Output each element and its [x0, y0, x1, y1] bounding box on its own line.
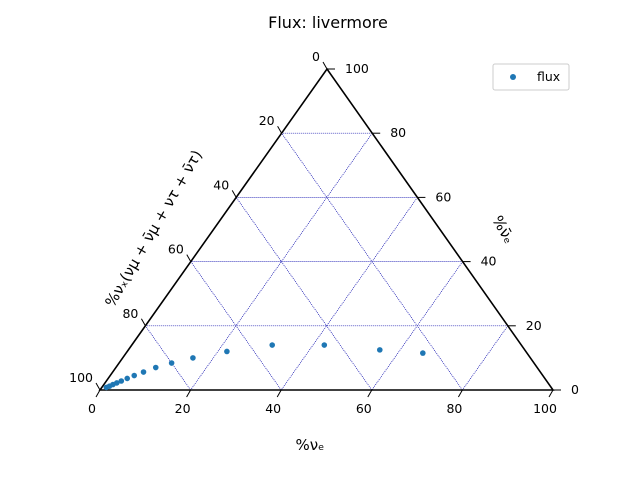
- bottom-tick-80: [457, 389, 463, 398]
- left-tick-label-20: 20: [259, 113, 275, 128]
- right-tick-label-40: 40: [481, 254, 497, 269]
- left-tick-label-60: 60: [168, 242, 184, 257]
- bottom-tick-label-100: 100: [533, 401, 557, 416]
- bottom-tick-label-60: 60: [356, 401, 372, 416]
- left-tick-label-0: 0: [312, 49, 320, 64]
- left-tick-100: [95, 382, 101, 391]
- left-tick-label-40: 40: [213, 177, 229, 192]
- data-point-0-10: [190, 355, 196, 361]
- data-point-0-3: [113, 380, 120, 386]
- triangle-outline: [98, 67, 555, 391]
- bottom-tick-label-20: 20: [175, 401, 191, 416]
- data-point-0-12: [269, 342, 276, 348]
- data-point-0-13: [321, 342, 328, 348]
- bottom-tick-40: [276, 389, 282, 398]
- grid-line-nux-20: [281, 132, 463, 391]
- right-tick-label-60: 60: [435, 189, 451, 204]
- scatter-points: [103, 342, 426, 391]
- chart-title: Flux: livermore: [268, 13, 388, 32]
- grid-line-nue-60: [371, 261, 463, 391]
- left-tick-label-100: 100: [69, 370, 93, 385]
- left-tick-20: [277, 125, 283, 134]
- data-point-0-4: [118, 378, 125, 384]
- grid-line-nux-60: [190, 261, 282, 391]
- bottom-tick-label-80: 80: [446, 401, 462, 416]
- legend-marker: [510, 74, 516, 80]
- legend-box: [492, 63, 570, 91]
- data-point-0-8: [152, 364, 159, 371]
- left-tick-0: [322, 61, 328, 70]
- left-tick-40: [231, 190, 237, 198]
- legend-label-flux: flux: [537, 69, 560, 84]
- bottom-tick-label-40: 40: [265, 401, 281, 416]
- data-point-0-11: [224, 348, 230, 355]
- axis-ticks: 0 20 40 60 80 100 0 20 40 60 80 100 0 20 40 60 80 100: [69, 49, 579, 416]
- grid-line-nux-40: [235, 197, 373, 391]
- data-point-0-5: [124, 375, 130, 382]
- bottom-tick-60: [367, 389, 373, 398]
- left-tick-60: [186, 254, 192, 262]
- data-point-0-7: [140, 369, 147, 375]
- right-tick-label-20: 20: [526, 318, 542, 333]
- data-point-0-9: [168, 360, 175, 366]
- right-tick-label-0: 0: [571, 382, 579, 397]
- data-point-0-15: [420, 350, 426, 356]
- grid-line-nue-20: [190, 132, 373, 391]
- left-tick-80: [140, 318, 146, 327]
- triangle-frame: [98, 67, 555, 391]
- bottom-tick-label-0: 0: [88, 401, 96, 416]
- data-point-0-14: [376, 347, 383, 353]
- bottom-tick-0: [95, 389, 101, 398]
- data-point-0-6: [131, 372, 138, 379]
- grid-line-nue-40: [280, 197, 418, 391]
- grid-lines: [145, 132, 509, 391]
- bottom-tick-20: [186, 389, 192, 398]
- bottom-tick-100: [548, 389, 554, 398]
- bottom-axis-label: %νₑ: [296, 436, 325, 454]
- legend: flux: [492, 63, 570, 91]
- left-tick-label-80: 80: [122, 306, 138, 321]
- right-tick-label-100: 100: [345, 61, 369, 76]
- right-tick-label-80: 80: [390, 125, 406, 140]
